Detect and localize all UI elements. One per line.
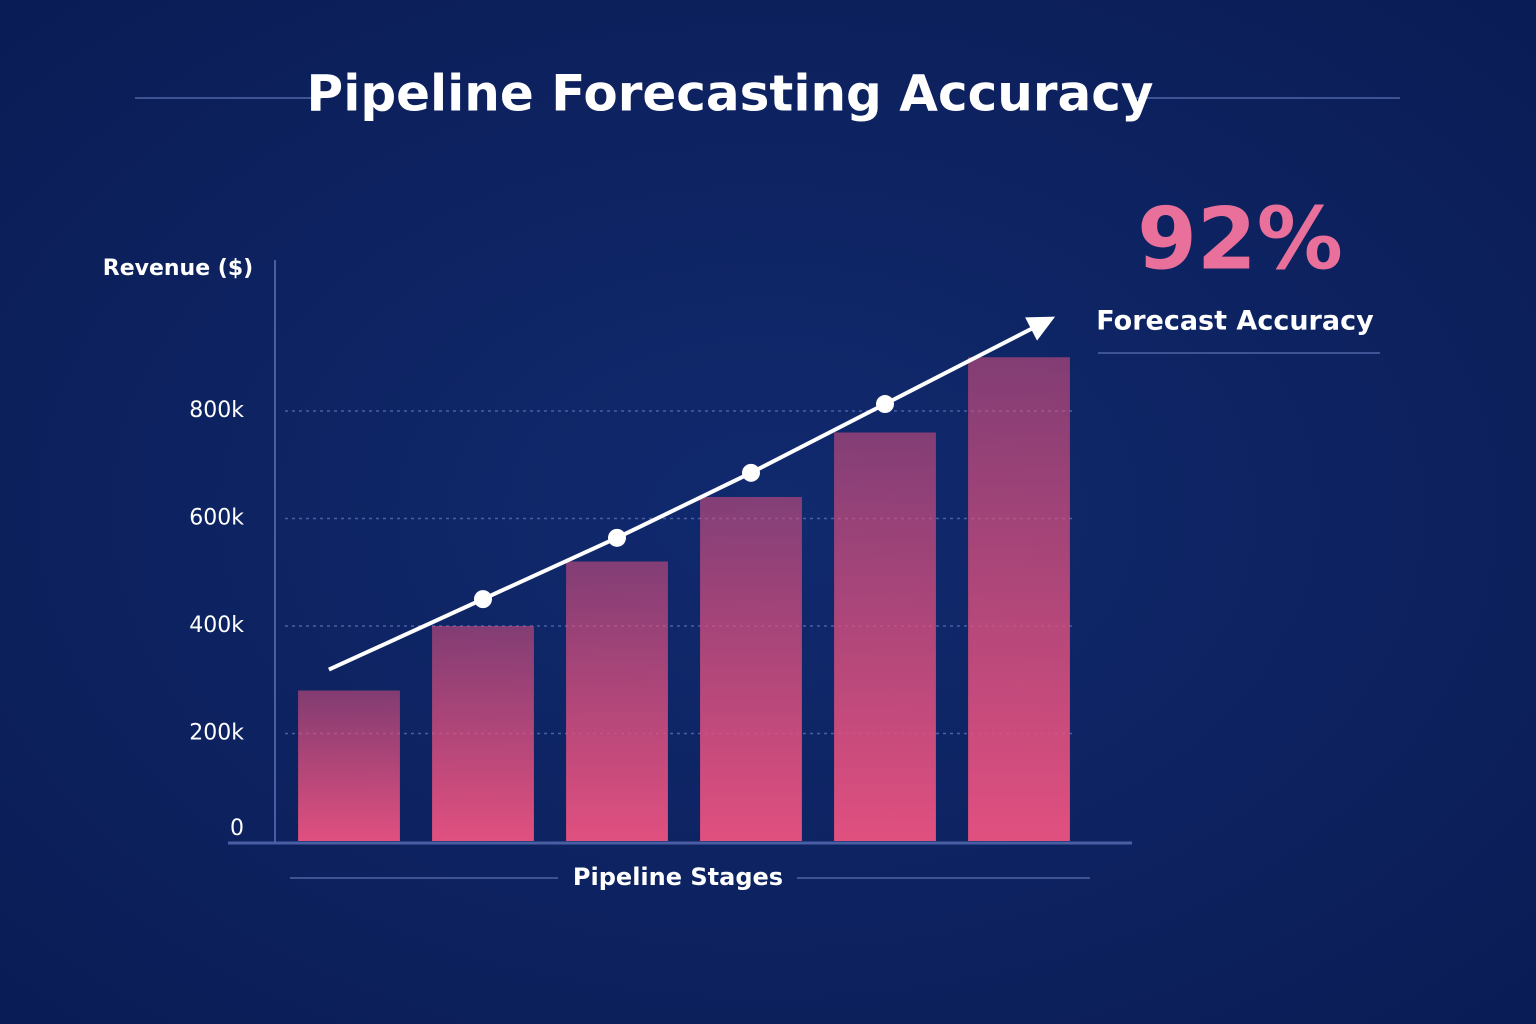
trend-line xyxy=(482,402,886,601)
bar xyxy=(700,497,802,841)
y-tick-label: 200k xyxy=(189,721,244,746)
trend-point xyxy=(742,463,760,482)
kpi-value: 92% xyxy=(1137,189,1343,289)
y-tick-label: 0 xyxy=(230,816,244,841)
trend-point xyxy=(474,590,492,609)
bar xyxy=(432,626,534,841)
bar xyxy=(834,432,936,841)
y-axis-label: Revenue ($) xyxy=(103,256,253,281)
trend-point xyxy=(876,395,894,414)
chart-title: Pipeline Forecasting Accuracy xyxy=(307,65,1154,123)
bar xyxy=(968,357,1070,841)
y-tick-label: 800k xyxy=(189,398,244,423)
trend-tail xyxy=(884,323,1041,406)
trend-lead xyxy=(328,597,484,672)
bar xyxy=(566,561,668,841)
bar xyxy=(298,690,400,841)
y-tick-label: 400k xyxy=(189,613,244,638)
kpi-label: Forecast Accuracy xyxy=(1096,306,1374,337)
x-axis-label: Pipeline Stages xyxy=(573,863,783,891)
y-tick-label: 600k xyxy=(189,506,244,531)
trend-arrow xyxy=(1025,316,1056,341)
trend-point xyxy=(608,528,626,547)
